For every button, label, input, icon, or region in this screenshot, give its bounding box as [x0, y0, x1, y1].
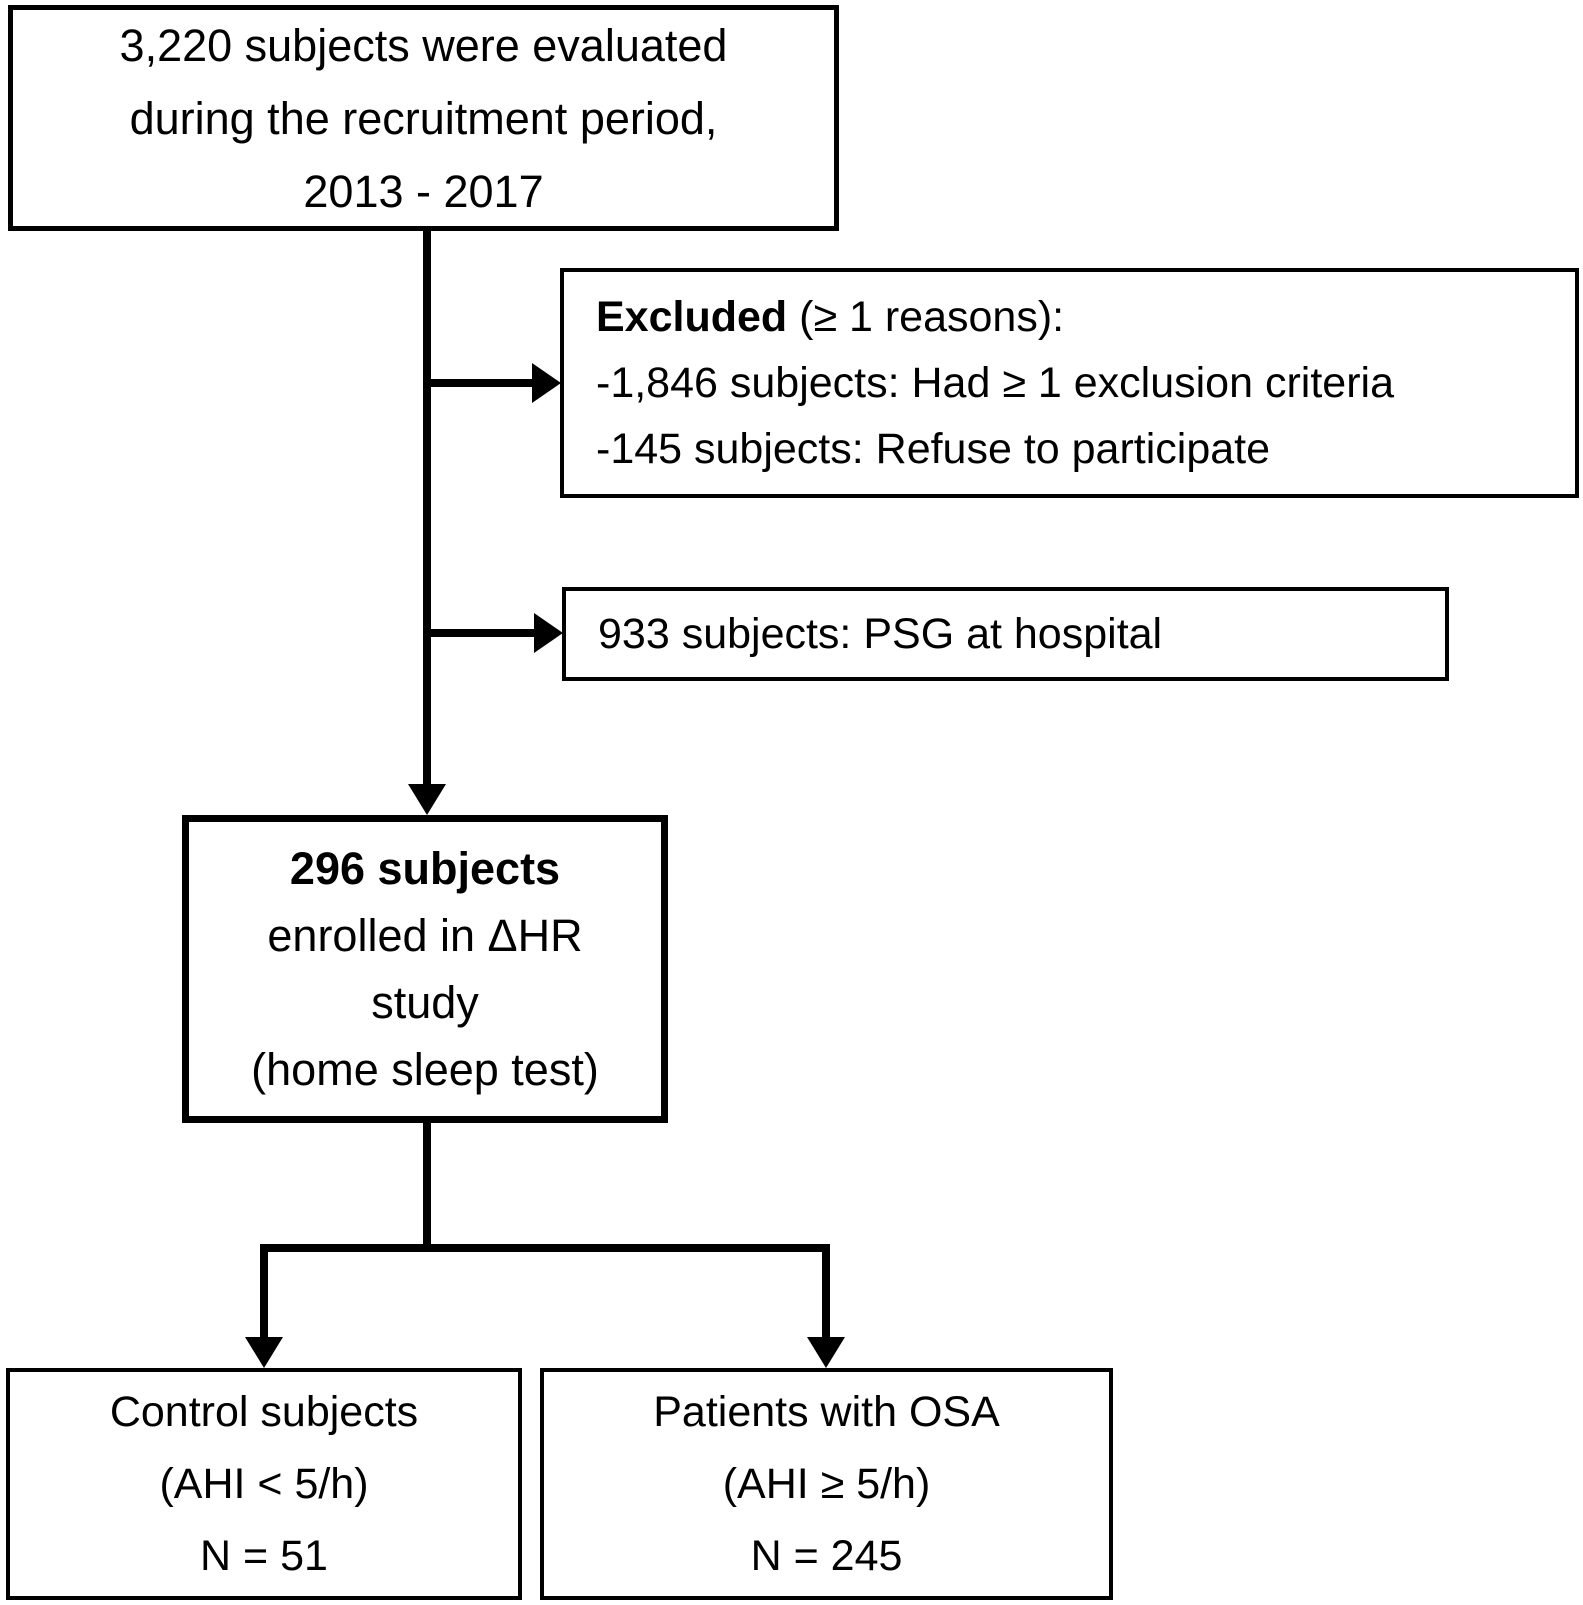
arrow-to-enrolled-icon [408, 784, 446, 815]
evaluated-line-2: during the recruitment period, [129, 92, 718, 144]
evaluated-subjects-box: 3,220 subjects were evaluated during the… [8, 5, 839, 231]
osa-patients-box: Patients with OSA (AHI ≥ 5/h) N = 245 [540, 1368, 1113, 1600]
connector-to-psg [427, 629, 535, 637]
psg-text: 933 subjects: PSG at hospital [598, 610, 1163, 658]
arrow-to-psg-icon [534, 613, 563, 653]
osa-line-2: (AHI ≥ 5/h) [722, 1460, 931, 1508]
control-line-3: N = 51 [200, 1532, 328, 1580]
arrow-to-excluded-icon [532, 363, 561, 403]
excluded-title: Excluded (≥ 1 reasons): [596, 284, 1064, 350]
osa-line-1: Patients with OSA [653, 1388, 1000, 1436]
psg-at-hospital-box: 933 subjects: PSG at hospital [562, 587, 1449, 681]
connector-to-control-drop [260, 1252, 268, 1338]
evaluated-line-3: 2013 - 2017 [303, 165, 544, 217]
excluded-box: Excluded (≥ 1 reasons): -1,846 subjects:… [560, 268, 1579, 498]
connector-to-excluded [427, 379, 533, 387]
control-line-2: (AHI < 5/h) [159, 1460, 369, 1508]
arrow-to-osa-icon [807, 1337, 845, 1368]
arrow-to-control-icon [245, 1337, 283, 1368]
connector-to-osa-drop [822, 1252, 830, 1338]
excluded-title-bold: Excluded [596, 293, 788, 341]
connector-evaluated-to-enrolled-stem [423, 230, 431, 785]
osa-line-3: N = 245 [750, 1532, 903, 1580]
evaluated-line-1: 3,220 subjects were evaluated [119, 19, 728, 71]
control-line-1: Control subjects [109, 1388, 419, 1436]
split-connector-bar [260, 1244, 830, 1252]
excluded-title-rest: (≥ 1 reasons): [787, 293, 1065, 341]
excluded-item-2: -145 subjects: Refuse to participate [596, 425, 1271, 473]
enrolled-line-2: enrolled in ΔHR [267, 910, 583, 961]
control-subjects-box: Control subjects (AHI < 5/h) N = 51 [6, 1368, 522, 1600]
enrolled-count: 296 subjects [289, 843, 561, 894]
connector-enrolled-to-split-stem [423, 1123, 431, 1252]
enrolled-subjects-box: 296 subjects enrolled in ΔHR study (home… [182, 815, 668, 1123]
enrolled-line-3: study [371, 977, 479, 1028]
excluded-item-1: -1,846 subjects: Had ≥ 1 exclusion crite… [596, 359, 1394, 407]
enrolled-line-4: (home sleep test) [251, 1044, 599, 1095]
